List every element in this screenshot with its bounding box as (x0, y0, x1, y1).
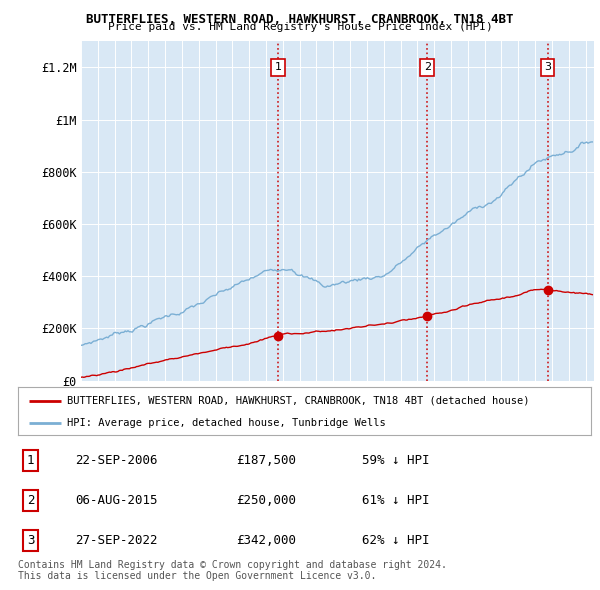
Text: 3: 3 (544, 63, 551, 73)
Text: 59% ↓ HPI: 59% ↓ HPI (362, 454, 430, 467)
Text: 2: 2 (27, 494, 34, 507)
Text: Contains HM Land Registry data © Crown copyright and database right 2024.: Contains HM Land Registry data © Crown c… (18, 559, 447, 569)
Text: 1: 1 (27, 454, 34, 467)
Text: BUTTERFLIES, WESTERN ROAD, HAWKHURST, CRANBROOK, TN18 4BT: BUTTERFLIES, WESTERN ROAD, HAWKHURST, CR… (86, 12, 514, 26)
Text: 27-SEP-2022: 27-SEP-2022 (76, 534, 158, 547)
Text: £250,000: £250,000 (236, 494, 296, 507)
Text: £342,000: £342,000 (236, 534, 296, 547)
Text: 1: 1 (275, 63, 281, 73)
Text: £187,500: £187,500 (236, 454, 296, 467)
Text: 3: 3 (27, 534, 34, 547)
Text: This data is licensed under the Open Government Licence v3.0.: This data is licensed under the Open Gov… (18, 571, 376, 581)
Text: Price paid vs. HM Land Registry's House Price Index (HPI): Price paid vs. HM Land Registry's House … (107, 22, 493, 32)
Text: HPI: Average price, detached house, Tunbridge Wells: HPI: Average price, detached house, Tunb… (67, 418, 385, 428)
Text: 06-AUG-2015: 06-AUG-2015 (76, 494, 158, 507)
Text: BUTTERFLIES, WESTERN ROAD, HAWKHURST, CRANBROOK, TN18 4BT (detached house): BUTTERFLIES, WESTERN ROAD, HAWKHURST, CR… (67, 395, 529, 405)
Text: 62% ↓ HPI: 62% ↓ HPI (362, 534, 430, 547)
Text: 61% ↓ HPI: 61% ↓ HPI (362, 494, 430, 507)
Text: 2: 2 (424, 63, 431, 73)
Text: 22-SEP-2006: 22-SEP-2006 (76, 454, 158, 467)
